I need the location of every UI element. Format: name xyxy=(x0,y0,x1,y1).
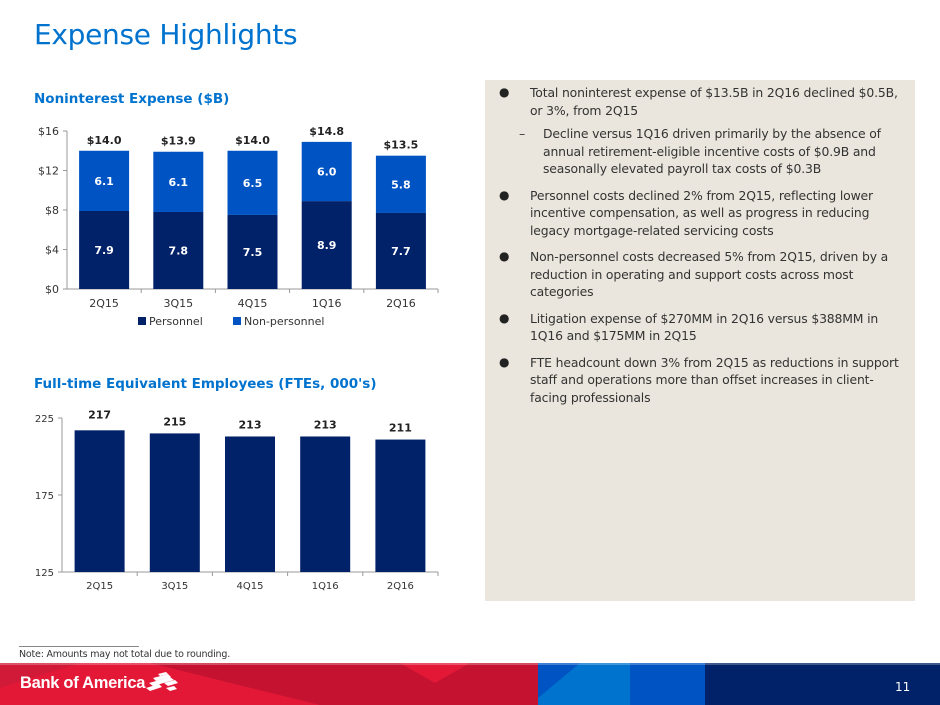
bullet-item: ● Total noninterest expense of $13.5B in … xyxy=(485,84,905,119)
legend-label: Personnel xyxy=(149,315,203,328)
bar-value-label: 8.9 xyxy=(317,239,337,252)
bar-fte xyxy=(300,436,351,572)
sub-bullet-item: – Decline versus 1Q16 driven primarily by… xyxy=(485,125,905,178)
noninterest-expense-chart: $0 $4 $8 $12 $16 7.9 6.1 $14.0 2Q15 7.8 6.1 $13.9 3Q… xyxy=(38,125,439,328)
bar-non-personnel xyxy=(301,141,352,202)
bar-non-personnel xyxy=(153,151,204,212)
total-label: $14.8 xyxy=(309,125,344,138)
bullet-item: ● Personnel costs declined 2% from 2Q15, … xyxy=(485,187,905,240)
bullet-list: ● Total noninterest expense of $13.5B in … xyxy=(485,84,905,415)
bar-value-label: 211 xyxy=(389,422,412,435)
bar-value-label: 6.1 xyxy=(169,176,189,189)
bullet-item: ● Non-personnel costs decreased 5% from 2… xyxy=(485,248,905,301)
bullet-text: Non-personnel costs decreased 5% from 2Q… xyxy=(530,249,889,299)
bar-personnel xyxy=(79,210,130,289)
footer-shape xyxy=(400,663,470,683)
bar-value-label: 213 xyxy=(239,418,262,431)
page-number: 11 xyxy=(895,680,911,694)
bar-value-label: 6.0 xyxy=(317,165,337,178)
y-tick-label: $8 xyxy=(45,204,59,217)
bar-personnel xyxy=(375,212,426,289)
bar-value-label: 7.9 xyxy=(94,244,114,257)
bullet-text: Litigation expense of $270MM in 2Q16 ver… xyxy=(530,310,879,344)
bullet-dot-icon: ● xyxy=(499,85,510,99)
x-tick-label: 3Q15 xyxy=(163,297,193,310)
bullet-dot-icon: ● xyxy=(499,354,510,369)
bar-non-personnel xyxy=(79,150,130,211)
sub-bullet-text: Decline versus 1Q16 driven primarily by … xyxy=(543,126,881,176)
y-tick-label: 175 xyxy=(35,491,54,502)
y-tick-label: $12 xyxy=(38,165,59,178)
bar-fte xyxy=(375,439,426,572)
y-tick-label: $4 xyxy=(45,244,59,257)
x-tick-label: 2Q16 xyxy=(387,581,414,592)
x-tick-label: 4Q15 xyxy=(237,581,264,592)
bullet-item: ● FTE headcount down 3% from 2Q15 as redu… xyxy=(485,354,905,407)
bullet-item: ● Litigation expense of $270MM in 2Q16 ve… xyxy=(485,310,905,345)
footer-shape xyxy=(538,663,630,705)
bar-value-label: 215 xyxy=(163,415,186,428)
x-tick-label: 2Q15 xyxy=(86,581,113,592)
footer-shape xyxy=(538,663,570,698)
brand-logo-text: Bank of America xyxy=(20,674,146,692)
bar-value-label: 7.5 xyxy=(243,246,263,259)
legend-label: Non-personnel xyxy=(244,315,324,328)
legend-swatch xyxy=(233,317,241,325)
y-tick-label: $0 xyxy=(45,283,59,296)
bullet-text: Total noninterest expense of $13.5B in 2… xyxy=(530,85,898,118)
y-tick-label: 125 xyxy=(35,568,54,579)
x-tick-label: 4Q15 xyxy=(238,297,268,310)
bar-value-label: 213 xyxy=(314,418,337,431)
x-tick-label: 2Q16 xyxy=(386,297,416,310)
bullet-text: Personnel costs declined 2% from 2Q15, r… xyxy=(530,187,873,238)
flagscape-logo-icon xyxy=(146,672,178,691)
bar-personnel xyxy=(227,214,278,289)
bullet-text: FTE headcount down 3% from 2Q15 as reduc… xyxy=(530,354,899,405)
x-tick-label: 3Q15 xyxy=(161,581,188,592)
x-tick-label: 1Q16 xyxy=(312,581,339,592)
bar-fte xyxy=(149,433,200,572)
bar-value-label: 6.1 xyxy=(94,175,114,188)
dash-icon: – xyxy=(519,126,526,141)
bar-value-label: 6.5 xyxy=(243,177,263,190)
bar-value-label: 7.7 xyxy=(391,245,411,258)
chart-title-expense: Noninterest Expense ($B) xyxy=(34,91,230,107)
total-label: $13.5 xyxy=(384,139,419,152)
footnote: Note: Amounts may not total due to round… xyxy=(19,649,231,660)
bullet-dot-icon: ● xyxy=(499,249,510,263)
total-label: $14.0 xyxy=(235,134,270,147)
bar-non-personnel xyxy=(227,150,278,215)
bullet-dot-icon: ● xyxy=(499,310,510,325)
footnote-divider xyxy=(19,646,139,647)
bar-fte xyxy=(74,430,125,572)
footer-top-line xyxy=(0,663,940,665)
total-label: $13.9 xyxy=(161,135,196,148)
legend-swatch xyxy=(138,317,146,325)
bar-value-label: 217 xyxy=(88,408,111,421)
fte-chart: 125 175 225 217 2Q15 215 3Q15 213 4Q15 213 1Q16 211… xyxy=(35,408,439,592)
bar-personnel xyxy=(153,211,204,289)
bar-personnel xyxy=(301,201,352,289)
highlights-panel: ● Total noninterest expense of $13.5B in … xyxy=(485,80,915,601)
page-title: Expense Highlights xyxy=(34,18,298,51)
y-tick-label: 225 xyxy=(35,414,54,425)
bullet-dot-icon: ● xyxy=(499,187,510,202)
footer-band xyxy=(0,663,940,705)
chart-title-fte: Full-time Equivalent Employees (FTEs, 00… xyxy=(34,376,377,392)
x-tick-label: 2Q15 xyxy=(89,297,119,310)
bar-non-personnel xyxy=(375,155,426,213)
bar-value-label: 5.8 xyxy=(391,178,411,191)
bar-value-label: 7.8 xyxy=(169,244,189,257)
total-label: $14.0 xyxy=(87,134,122,147)
footer-shape xyxy=(0,663,80,688)
footer-navy-band xyxy=(705,663,940,705)
x-tick-label: 1Q16 xyxy=(312,297,342,310)
y-tick-label: $16 xyxy=(38,125,59,138)
bar-fte xyxy=(225,436,275,572)
